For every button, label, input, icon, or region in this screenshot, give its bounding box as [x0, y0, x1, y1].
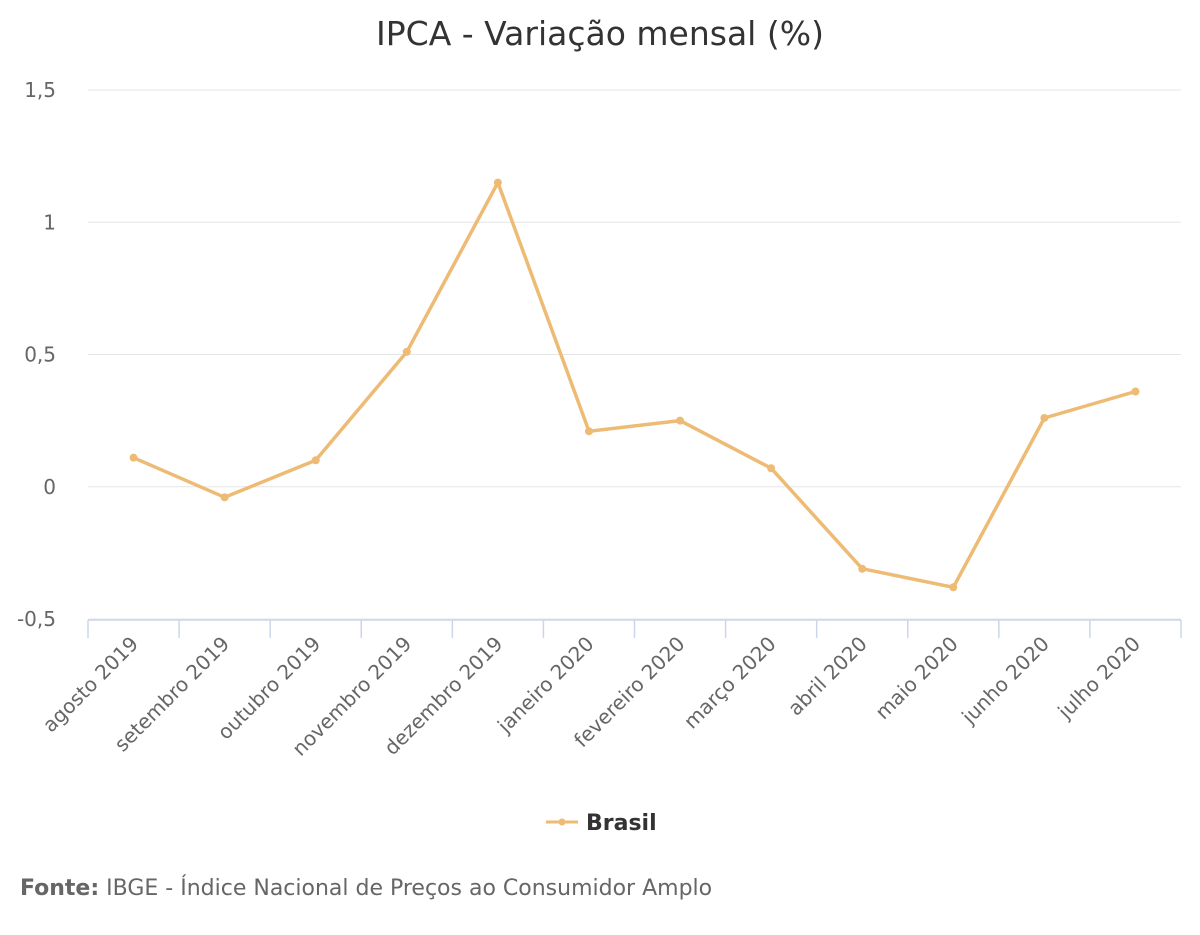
data-point[interactable] [767, 464, 776, 473]
data-point[interactable] [311, 456, 320, 465]
data-point[interactable] [1131, 387, 1140, 396]
source-label: Fonte: [20, 876, 100, 901]
y-tick-label: -0,5 [17, 607, 56, 631]
data-point[interactable] [493, 178, 502, 187]
y-tick-label: 1,5 [24, 78, 56, 102]
data-point[interactable] [858, 564, 867, 573]
source-text: IBGE - Índice Nacional de Preços ao Cons… [106, 876, 713, 901]
chart-title: IPCA - Variação mensal (%) [376, 14, 824, 53]
series-line [131, 180, 1138, 590]
y-axis-ticks: -0,5 0 0,5 1 1,5 [17, 78, 56, 631]
y-tick-label: 0 [43, 475, 56, 499]
source-note: Fonte: IBGE - Índice Nacional de Preços … [20, 876, 712, 901]
legend-dot-marker [558, 818, 566, 826]
legend[interactable]: Brasil [546, 811, 657, 836]
data-point[interactable] [220, 493, 229, 502]
data-point[interactable] [584, 427, 593, 436]
x-tick-label: maio 2020 [870, 632, 962, 724]
series-brasil [129, 178, 1140, 592]
data-point[interactable] [1040, 413, 1049, 422]
data-point[interactable] [129, 453, 138, 462]
x-tick-label: abril 2020 [783, 632, 872, 721]
grid-lines [88, 89, 1181, 620]
data-point[interactable] [676, 416, 685, 425]
x-tick-label: julho 2020 [1052, 632, 1145, 725]
x-tick-label: junho 2020 [956, 632, 1054, 730]
y-tick-label: 1 [43, 210, 56, 234]
legend-label-brasil[interactable]: Brasil [586, 811, 657, 836]
x-tick-label: março 2020 [679, 632, 781, 734]
data-point[interactable] [949, 583, 958, 592]
data-point[interactable] [402, 347, 411, 356]
y-tick-label: 0,5 [24, 343, 56, 367]
